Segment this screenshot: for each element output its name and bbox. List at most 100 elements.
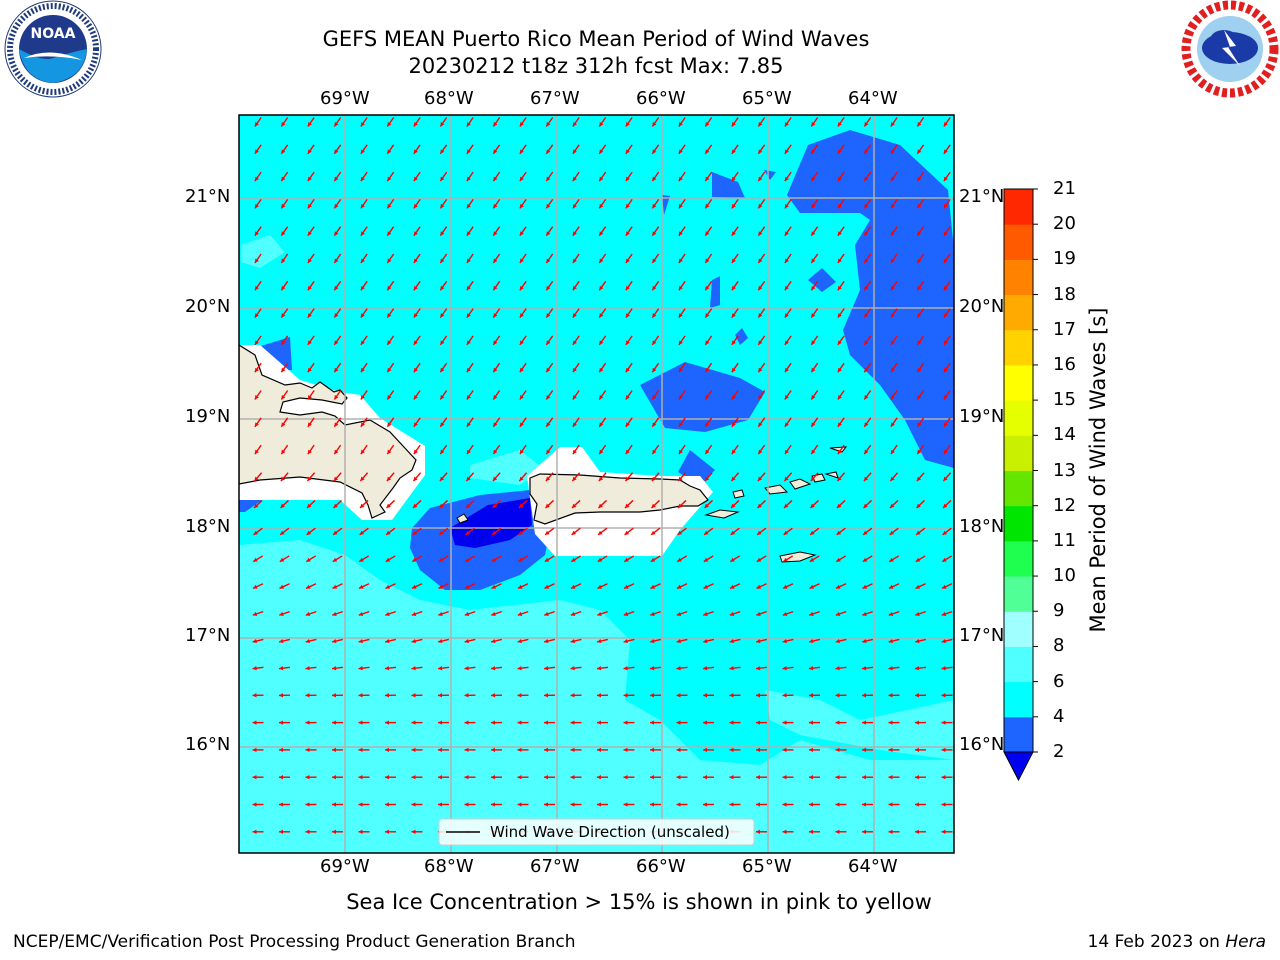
- wind-wave-arrowhead: [889, 557, 894, 562]
- sea-ice-note: Sea Ice Concentration > 15% is shown in …: [346, 890, 932, 914]
- wind-wave-arrowhead: [464, 611, 470, 616]
- colorbar-tick-label: 4: [1053, 705, 1065, 727]
- wind-wave-arrowhead: [254, 313, 259, 318]
- wind-wave-arrowhead: [758, 285, 763, 291]
- wind-wave-arrowhead: [917, 258, 922, 264]
- wind-wave-arrowhead: [758, 122, 763, 127]
- wind-wave-arrowhead: [942, 557, 947, 562]
- wind-wave-arrowhead: [756, 666, 761, 671]
- wind-wave-arrowhead: [413, 203, 418, 209]
- wind-wave-arrowhead: [358, 666, 363, 671]
- wind-wave-arrowhead: [387, 395, 392, 400]
- footer-date-text: 14 Feb 2023 on: [1087, 932, 1226, 952]
- wind-wave-arrowhead: [677, 503, 683, 508]
- wind-wave-arrowhead: [835, 693, 840, 698]
- lat-label-right: 21°N: [959, 186, 1005, 207]
- wind-wave-arrowhead: [941, 611, 947, 616]
- wind-wave-arrowhead: [599, 313, 604, 318]
- wind-wave-arrowhead: [837, 258, 842, 264]
- wind-wave-arrowhead: [254, 122, 259, 127]
- lon-label-top: 67°W: [530, 88, 580, 109]
- wind-wave-arrowhead: [519, 422, 524, 427]
- wind-wave-arrowhead: [837, 395, 842, 400]
- wind-wave-arrowhead: [625, 367, 630, 373]
- wind-wave-arrowhead: [678, 449, 683, 455]
- wind-wave-arrowhead: [917, 285, 922, 291]
- wind-wave-arrowhead: [491, 584, 497, 589]
- wind-wave-arrowhead: [493, 449, 498, 455]
- wind-wave-arrowhead: [705, 340, 710, 345]
- wind-wave-arrowhead: [624, 530, 630, 535]
- contour-2-4-mona: [450, 498, 532, 548]
- colorbar-tick-label: 17: [1053, 318, 1076, 340]
- wind-wave-arrowhead: [890, 449, 895, 455]
- lat-label-right: 20°N: [959, 296, 1005, 317]
- wind-wave-arrowhead: [705, 176, 710, 182]
- wind-wave-arrowhead: [464, 775, 469, 780]
- wind-wave-arrowhead: [439, 503, 444, 508]
- contour-6-8-mona: [470, 450, 545, 485]
- wind-wave-arrowhead: [915, 638, 920, 644]
- wind-wave-arrowhead: [466, 340, 471, 345]
- wind-wave-arrowhead: [280, 503, 285, 508]
- lon-label-top: 65°W: [742, 88, 792, 109]
- wind-wave-arrowhead: [358, 611, 364, 616]
- wind-wave-arrowhead: [387, 149, 392, 154]
- wind-wave-arrowhead: [438, 720, 442, 725]
- colorbar-tick-label: 12: [1053, 494, 1076, 516]
- wind-wave-arrowhead: [519, 203, 524, 209]
- wind-wave-arrowhead: [835, 775, 840, 780]
- wind-wave-arrowhead: [305, 693, 310, 698]
- wind-wave-arrowhead: [758, 367, 763, 373]
- wind-wave-arrowhead: [279, 829, 283, 834]
- wind-wave-arrowhead: [623, 747, 628, 753]
- wind-wave-arrowhead: [784, 203, 789, 209]
- wind-wave-arrowhead: [254, 476, 259, 482]
- wind-wave-arrowhead: [254, 231, 259, 236]
- wind-wave-arrowhead: [281, 203, 286, 209]
- wind-wave-arrowhead: [862, 584, 868, 589]
- wind-wave-arrowhead: [704, 476, 710, 482]
- wind-wave-arrowhead: [888, 802, 893, 807]
- wind-wave-arrowhead: [466, 476, 471, 482]
- wind-wave-arrowhead: [413, 367, 418, 373]
- wind-wave-arrowhead: [411, 829, 416, 834]
- wind-wave-arrowhead: [440, 203, 445, 209]
- wind-wave-arrowhead: [784, 313, 789, 318]
- wind-wave-arrowhead: [731, 149, 736, 154]
- wind-wave-arrowhead: [888, 666, 893, 671]
- wind-wave-arrowhead: [758, 449, 763, 455]
- wind-wave-arrowhead: [837, 476, 842, 482]
- wind-wave-arrowhead: [546, 258, 551, 264]
- wind-wave-arrowhead: [466, 313, 471, 318]
- wind-wave-arrowhead: [279, 747, 283, 753]
- wind-wave-arrowhead: [729, 775, 734, 780]
- wind-wave-arrowhead: [890, 422, 895, 427]
- wind-wave-arrowhead: [385, 720, 389, 725]
- wind-wave-arrowhead: [491, 747, 495, 753]
- wind-wave-arrowhead: [544, 802, 548, 807]
- wind-wave-arrowhead: [835, 666, 840, 671]
- wind-wave-arrowhead: [756, 638, 761, 644]
- wind-wave-arrowhead: [784, 258, 789, 264]
- wind-wave-arrowhead: [837, 231, 842, 236]
- wind-wave-arrowhead: [624, 584, 629, 589]
- wind-wave-arrowhead: [280, 530, 285, 535]
- wind-wave-arrowhead: [306, 530, 312, 535]
- colorbar-segment: [1004, 435, 1033, 471]
- wind-wave-arrowhead: [864, 340, 869, 345]
- wind-wave-arrowhead: [811, 395, 816, 400]
- wind-wave-arrowhead: [360, 231, 365, 236]
- wind-wave-arrowhead: [519, 285, 524, 291]
- wind-wave-arrowhead: [758, 313, 763, 318]
- wind-wave-arrowhead: [811, 449, 816, 455]
- wind-wave-arrowhead: [651, 503, 656, 508]
- wind-wave-arrowhead: [678, 340, 683, 345]
- wind-wave-arrowhead: [652, 122, 657, 127]
- wind-wave-arrowhead: [862, 638, 867, 644]
- wind-wave-arrowhead: [281, 122, 286, 127]
- wind-wave-arrowhead: [518, 557, 523, 562]
- wind-wave-arrowhead: [676, 611, 682, 616]
- wind-wave-arrowhead: [440, 449, 445, 455]
- wind-wave-arrowhead: [572, 122, 577, 127]
